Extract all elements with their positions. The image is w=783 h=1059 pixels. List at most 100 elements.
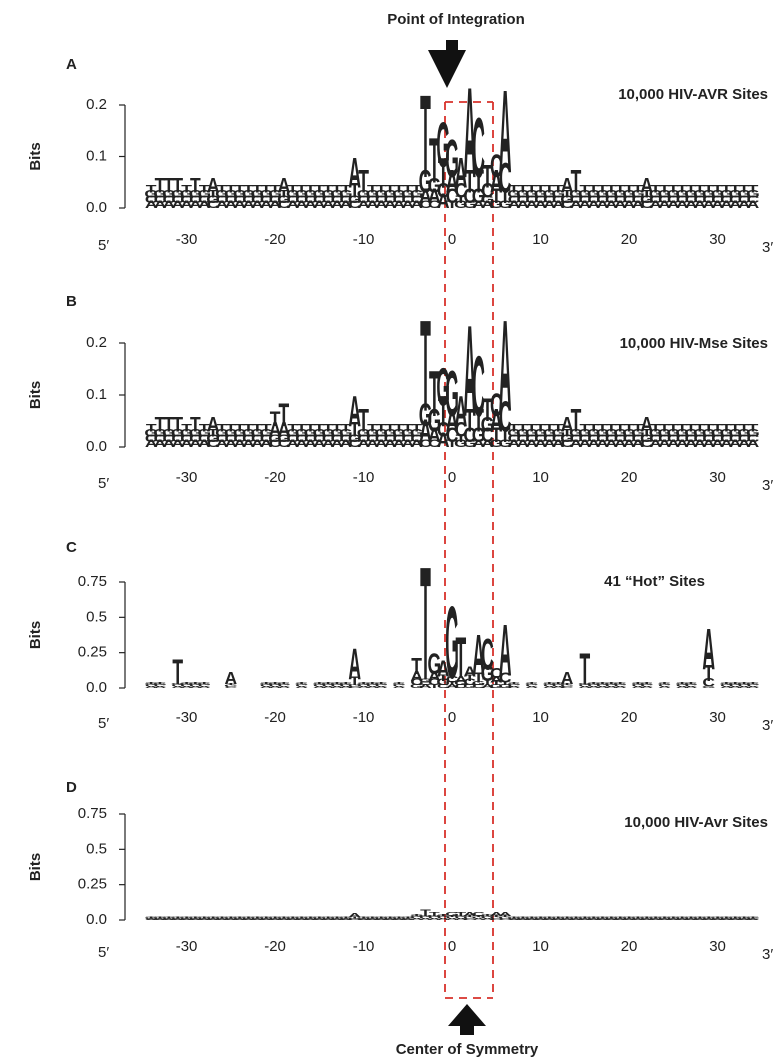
- logo-letter: T: [367, 917, 378, 919]
- logo-letter: G: [560, 684, 574, 687]
- logo-letter: C: [561, 685, 574, 688]
- logo-letter: T: [279, 396, 290, 433]
- logo-letter: A: [375, 919, 388, 921]
- logo-letter: C: [233, 433, 246, 445]
- logo-letter: T: [225, 184, 236, 196]
- logo-letter: C: [720, 918, 733, 920]
- logo-letter: T: [199, 422, 210, 434]
- logo-letter: C: [463, 677, 476, 687]
- logo-letter: T: [526, 184, 537, 196]
- logo-letter: A: [278, 919, 291, 921]
- logo-letter: A: [552, 919, 565, 921]
- logo-letter: T: [641, 189, 652, 201]
- logo-letter: G: [472, 916, 486, 919]
- logo-letter: G: [578, 189, 592, 201]
- logo-letter: A: [685, 919, 698, 921]
- logo-letter: T: [624, 422, 635, 434]
- logo-letter: C: [561, 438, 574, 450]
- logo-letter: T: [695, 422, 706, 434]
- logo-letter: A: [711, 438, 724, 450]
- logo-letter: T: [296, 681, 307, 684]
- logo-letter: A: [322, 438, 335, 450]
- logo-letter: A: [570, 199, 583, 211]
- logo-letter: G: [702, 685, 716, 688]
- logo-letter: C: [322, 194, 335, 206]
- logo-letter: G: [560, 433, 574, 445]
- logo-letter: G: [189, 683, 203, 686]
- logo-letter: C: [410, 194, 423, 206]
- logo-letter: A: [490, 402, 503, 439]
- logo-letter: T: [624, 184, 635, 196]
- logo-letter: C: [357, 684, 370, 687]
- logo-letter: C: [260, 684, 273, 687]
- y-tick-label: 0.25: [78, 644, 107, 661]
- logo-letter: A: [596, 199, 609, 211]
- logo-letter: G: [675, 917, 689, 919]
- logo-letter: T: [517, 917, 528, 919]
- logo-letter: T: [164, 413, 175, 437]
- logo-letter: G: [295, 189, 309, 201]
- logo-letter: T: [261, 184, 272, 196]
- logo-letter: A: [508, 919, 521, 921]
- logo-letter: T: [473, 670, 484, 686]
- y-tick-label: 0.0: [86, 679, 107, 696]
- logo-letter: G: [374, 917, 388, 919]
- x-tick-label: 0: [448, 231, 456, 248]
- logo-letter: C: [508, 194, 521, 206]
- logo-letter: C: [729, 918, 742, 920]
- logo-letter: A: [428, 184, 441, 208]
- logo-letter: A: [437, 428, 450, 452]
- logo-letter: A: [278, 685, 291, 688]
- logo-letter: G: [640, 433, 654, 445]
- logo-letter: G: [374, 428, 388, 440]
- logo-letter: T: [456, 433, 467, 445]
- logo-letter: A: [286, 438, 299, 450]
- logo-letter: A: [525, 199, 538, 211]
- logo-letter: T: [739, 184, 750, 196]
- logo-letter: G: [675, 683, 689, 686]
- logo-letter: T: [261, 917, 272, 919]
- logo-letter: C: [145, 433, 158, 445]
- logo-letter: C: [428, 199, 441, 211]
- logo-letter: G: [649, 428, 663, 440]
- logo-letter: G: [507, 917, 521, 919]
- logo-letter: T: [447, 915, 458, 918]
- logo-letter: A: [658, 438, 671, 450]
- logo-letter: T: [677, 422, 688, 434]
- logo-letter: A: [455, 917, 468, 920]
- logo-letter: A: [587, 919, 600, 921]
- logo-letter: C: [658, 433, 671, 445]
- logo-letter: C: [694, 194, 707, 206]
- logo-letter: A: [446, 402, 459, 439]
- logo-letter: C: [393, 684, 406, 687]
- logo-letter: G: [516, 428, 530, 440]
- logo-letter: A: [446, 917, 459, 920]
- logo-letter: T: [358, 165, 369, 200]
- logo-letter: A: [269, 919, 282, 921]
- x-tick-label: 30: [709, 938, 726, 955]
- logo-letter: T: [677, 681, 688, 684]
- logo-letter: C: [260, 433, 273, 445]
- logo-letter: A: [587, 199, 600, 211]
- arrow-down: [428, 40, 466, 88]
- logo-letter: A: [561, 174, 574, 198]
- logo-letter: A: [198, 685, 211, 688]
- logo-letter: T: [712, 917, 723, 919]
- logo-letter: T: [473, 915, 484, 918]
- logo-letter: T: [509, 184, 520, 196]
- logo-letter: C: [711, 194, 724, 206]
- logo-letter: T: [394, 422, 405, 434]
- logo-letter: C: [269, 194, 282, 206]
- logo-letter: G: [295, 683, 309, 686]
- y-tick-label: 0.5: [86, 608, 107, 625]
- logo-letter: T: [500, 915, 511, 918]
- logo-letter: G: [339, 428, 353, 440]
- logo-letter: G: [649, 189, 663, 201]
- logo-letter: C: [543, 433, 556, 445]
- logo-letter: A: [596, 438, 609, 450]
- logo-letter: G: [454, 438, 468, 450]
- logo-letter: A: [348, 148, 361, 196]
- y-tick-label: 0.5: [86, 840, 107, 857]
- logo-letter: C: [340, 433, 353, 445]
- x-tick-label: -20: [264, 938, 286, 955]
